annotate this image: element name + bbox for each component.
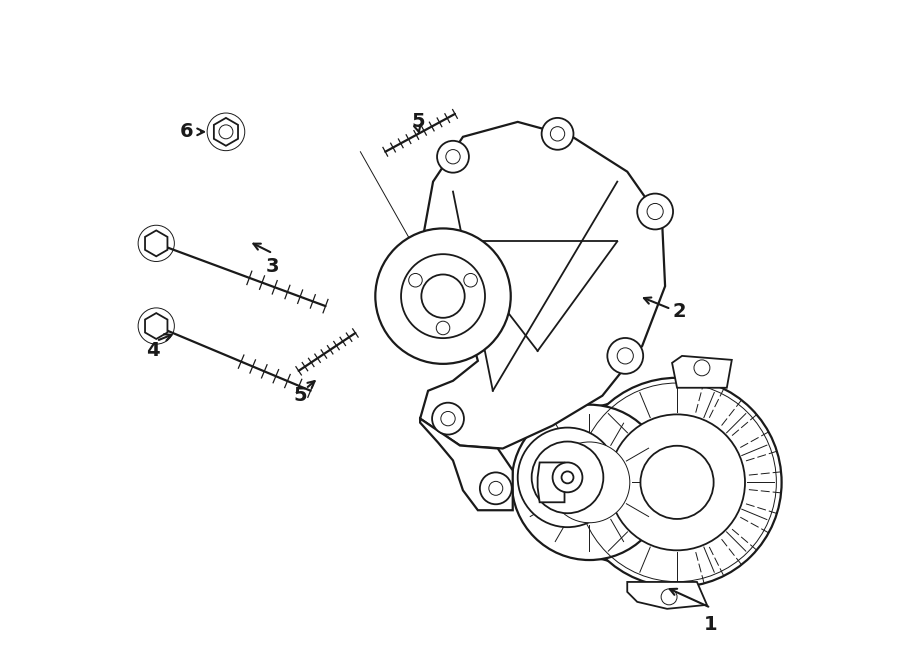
Circle shape bbox=[219, 125, 233, 139]
Text: 6: 6 bbox=[179, 122, 193, 141]
Circle shape bbox=[549, 442, 630, 523]
Text: 5: 5 bbox=[293, 386, 308, 405]
Circle shape bbox=[532, 442, 603, 513]
Polygon shape bbox=[145, 313, 167, 339]
Circle shape bbox=[572, 378, 781, 587]
Text: 5: 5 bbox=[411, 112, 425, 132]
Polygon shape bbox=[214, 118, 238, 146]
Polygon shape bbox=[420, 418, 513, 510]
Circle shape bbox=[562, 471, 573, 483]
Circle shape bbox=[375, 229, 510, 364]
Circle shape bbox=[480, 473, 512, 504]
Circle shape bbox=[421, 274, 464, 318]
Text: 3: 3 bbox=[266, 256, 280, 276]
Circle shape bbox=[647, 204, 663, 219]
Circle shape bbox=[441, 411, 455, 426]
Circle shape bbox=[542, 118, 573, 150]
Polygon shape bbox=[420, 122, 665, 449]
Circle shape bbox=[437, 141, 469, 173]
Circle shape bbox=[409, 274, 422, 287]
Polygon shape bbox=[145, 231, 167, 256]
Circle shape bbox=[662, 589, 677, 605]
Circle shape bbox=[464, 274, 477, 287]
Circle shape bbox=[518, 428, 617, 527]
Circle shape bbox=[489, 481, 503, 495]
Circle shape bbox=[609, 414, 745, 551]
Polygon shape bbox=[627, 582, 706, 609]
Circle shape bbox=[553, 463, 582, 492]
Text: 2: 2 bbox=[672, 301, 686, 321]
Text: 4: 4 bbox=[147, 342, 160, 360]
Circle shape bbox=[617, 348, 634, 364]
Circle shape bbox=[641, 446, 714, 519]
Polygon shape bbox=[537, 463, 564, 502]
Circle shape bbox=[512, 405, 667, 560]
Circle shape bbox=[608, 338, 643, 374]
Circle shape bbox=[551, 127, 564, 141]
Circle shape bbox=[436, 321, 450, 334]
Circle shape bbox=[446, 149, 460, 164]
Circle shape bbox=[694, 360, 710, 376]
Polygon shape bbox=[672, 356, 732, 388]
Circle shape bbox=[401, 254, 485, 338]
Circle shape bbox=[432, 403, 464, 434]
Text: 1: 1 bbox=[704, 615, 717, 635]
Circle shape bbox=[637, 194, 673, 229]
